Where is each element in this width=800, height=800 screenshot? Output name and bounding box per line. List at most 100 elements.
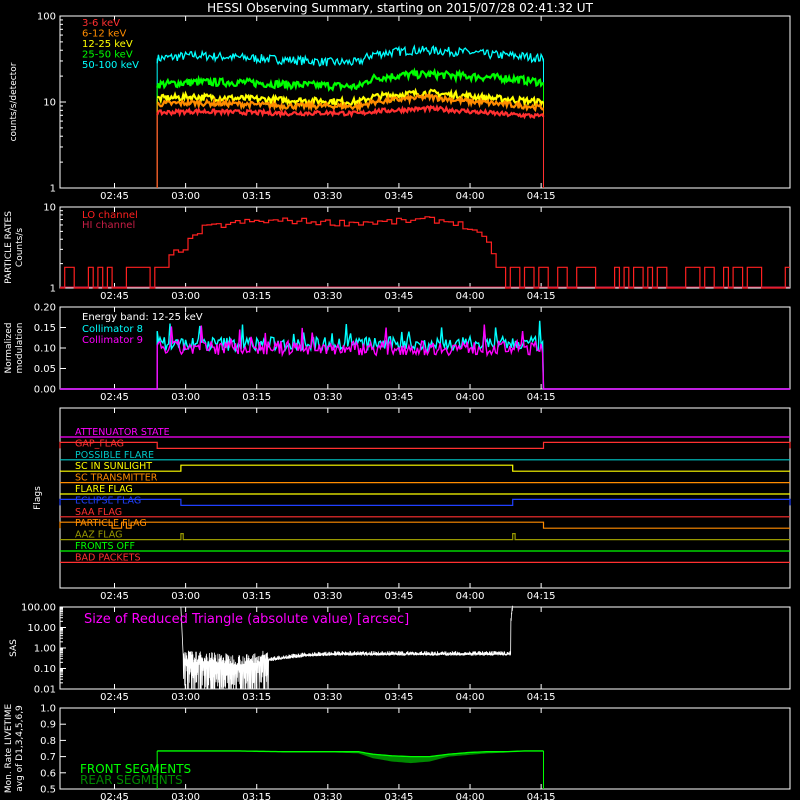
- flags-panel: 02:45 03:00 03:15 03:30 03:45 04:00 04:15 Flags…: [33, 407, 791, 602]
- x-tick-label: 02:45: [100, 792, 129, 800]
- y-tick-label: 0.00: [34, 385, 56, 396]
- x-tick-label: 03:00: [171, 792, 200, 800]
- x-tick-label: 03:15: [242, 291, 271, 302]
- x-tick-label: 03:15: [242, 591, 271, 602]
- x-tick-label: 03:00: [171, 392, 200, 403]
- series-line-50-100keV: [156, 44, 545, 67]
- y-tick-label: 100: [37, 12, 56, 23]
- x-tick-label: 03:45: [385, 792, 414, 800]
- y-tick-label: 0.5: [40, 785, 56, 796]
- series-line-6-12keV: [156, 92, 545, 113]
- x-tick-label: 03:30: [313, 591, 342, 602]
- sas-annotation: Size of Reduced Triangle (absolute value…: [84, 612, 409, 627]
- y-tick-label: 0.8: [40, 736, 56, 747]
- flag-line: [59, 521, 790, 529]
- x-tick-label: 04:00: [456, 291, 485, 302]
- flag-line: [59, 441, 791, 449]
- x-tick-label: 03:45: [385, 291, 414, 302]
- flag-label: BAD PACKETS: [75, 552, 141, 563]
- flag-label: SC IN SUNLIGHT: [75, 461, 152, 472]
- x-tick-label: 03:45: [385, 392, 414, 403]
- y-axis-label: avg of D1,3,4,5,6,9: [15, 705, 25, 792]
- x-tick-label: 04:00: [456, 191, 485, 202]
- legend-entry: 6-12 keV: [82, 29, 126, 40]
- y-tick-label: 1: [50, 184, 56, 195]
- y-axis-label: modulation: [15, 323, 25, 374]
- count-rates-panel: 02:45 03:00 03:15 03:30 03:45 04:00 04:15 1 10 10…: [9, 12, 791, 202]
- y-tick-label: 0.05: [34, 364, 56, 375]
- particle-rates-panel: 02:45 03:00 03:15 03:30 03:45 04:00 04:15 1 10 PA…: [4, 203, 791, 302]
- flag-label: SAA FLAG: [75, 507, 122, 518]
- chart-title: HESSI Observing Summary, starting on 201…: [207, 1, 593, 15]
- y-tick-label: 10.00: [27, 623, 56, 634]
- x-tick-label: 04:00: [456, 692, 485, 703]
- y-axis-label: Normalized: [4, 322, 14, 373]
- legend-entry: 50-100 keV: [82, 60, 139, 71]
- flag-line: [59, 498, 791, 506]
- y-tick-label: 10: [43, 203, 56, 214]
- x-tick-label: 03:30: [313, 191, 342, 202]
- panel-frame: [59, 407, 791, 589]
- flag-line: [60, 464, 790, 472]
- y-axis-label: Flags: [33, 486, 43, 510]
- y-tick-label: 10: [43, 98, 56, 109]
- series-line-front-segments: [157, 750, 544, 758]
- legend-entry: 3-6 keV: [82, 18, 120, 29]
- y-tick-label: 0.01: [34, 685, 56, 696]
- x-tick-label: 03:15: [242, 692, 271, 703]
- x-tick-label: 04:15: [527, 692, 556, 703]
- flag-label: ATTENUATOR STATE: [75, 427, 170, 438]
- legend-entry: REAR SEGMENTS: [80, 773, 183, 787]
- y-tick-label: 0.15: [34, 323, 56, 334]
- x-tick-label: 03:15: [242, 392, 271, 403]
- y-tick-label: 0.7: [40, 752, 56, 763]
- x-tick-label: 03:00: [171, 692, 200, 703]
- flag-label: AAZ FLAG: [75, 530, 122, 541]
- x-tick-label: 03:30: [313, 291, 342, 302]
- flag-label: POSSIBLE FLARE: [75, 450, 154, 461]
- flag-label: ECLIPSE FLAG: [75, 495, 141, 506]
- x-tick-label: 03:00: [171, 591, 200, 602]
- series-line-lo-channel: [60, 216, 790, 289]
- x-tick-label: 03:00: [171, 291, 200, 302]
- x-tick-label: 03:30: [313, 792, 342, 800]
- flag-label: SC TRANSMITTER: [75, 473, 158, 484]
- energy-band-label: Energy band: 12-25 keV: [82, 312, 203, 323]
- x-tick-label: 02:45: [100, 392, 129, 403]
- x-tick-label: 04:00: [456, 591, 485, 602]
- y-tick-label: 0.10: [34, 664, 56, 675]
- y-axis-label: SAS: [9, 639, 19, 657]
- x-tick-label: 04:00: [456, 392, 485, 403]
- series-line-25-50keV: [156, 67, 545, 92]
- flag-label: PARTICLE FLAG: [75, 518, 147, 529]
- x-tick-label: 03:00: [171, 191, 200, 202]
- y-tick-label: 100.00: [21, 603, 56, 614]
- y-axis-label: Counts/s: [15, 228, 25, 267]
- y-axis-label: counts/s/detector: [9, 62, 19, 141]
- x-tick-label: 02:45: [100, 591, 129, 602]
- livetime-panel: 02:45 03:00 03:15 03:30 03:45 04:00 04:15 0.5 0.…: [4, 704, 791, 800]
- modulation-panel: 02:45 03:00 03:15 03:30 03:45 04:00 04:15 0.00 0…: [4, 303, 791, 403]
- y-tick-label: 0.9: [40, 720, 56, 731]
- legend-entry: Collimator 9: [82, 335, 143, 346]
- x-tick-label: 03:30: [313, 692, 342, 703]
- legend-entry: Collimator 8: [82, 324, 143, 335]
- x-tick-label: 03:15: [242, 792, 271, 800]
- flag-line: [60, 533, 790, 541]
- x-tick-label: 02:45: [100, 291, 129, 302]
- series-line-collimator-9: [60, 324, 790, 390]
- series-line-3-6keV: [156, 104, 545, 120]
- flag-label: FRONTS OFF: [75, 541, 135, 552]
- flag-label: FLARE FLAG: [75, 484, 133, 495]
- y-axis-label: PARTICLE RATES: [4, 211, 14, 284]
- x-tick-label: 02:45: [100, 191, 129, 202]
- x-tick-label: 03:30: [313, 392, 342, 403]
- panel-frame: [59, 707, 791, 790]
- legend-entry: 12-25 keV: [82, 39, 133, 50]
- x-tick-label: 03:45: [385, 692, 414, 703]
- x-tick-label: 04:15: [527, 591, 556, 602]
- legend-entry: LO channel: [82, 210, 138, 221]
- x-tick-label: 04:15: [527, 392, 556, 403]
